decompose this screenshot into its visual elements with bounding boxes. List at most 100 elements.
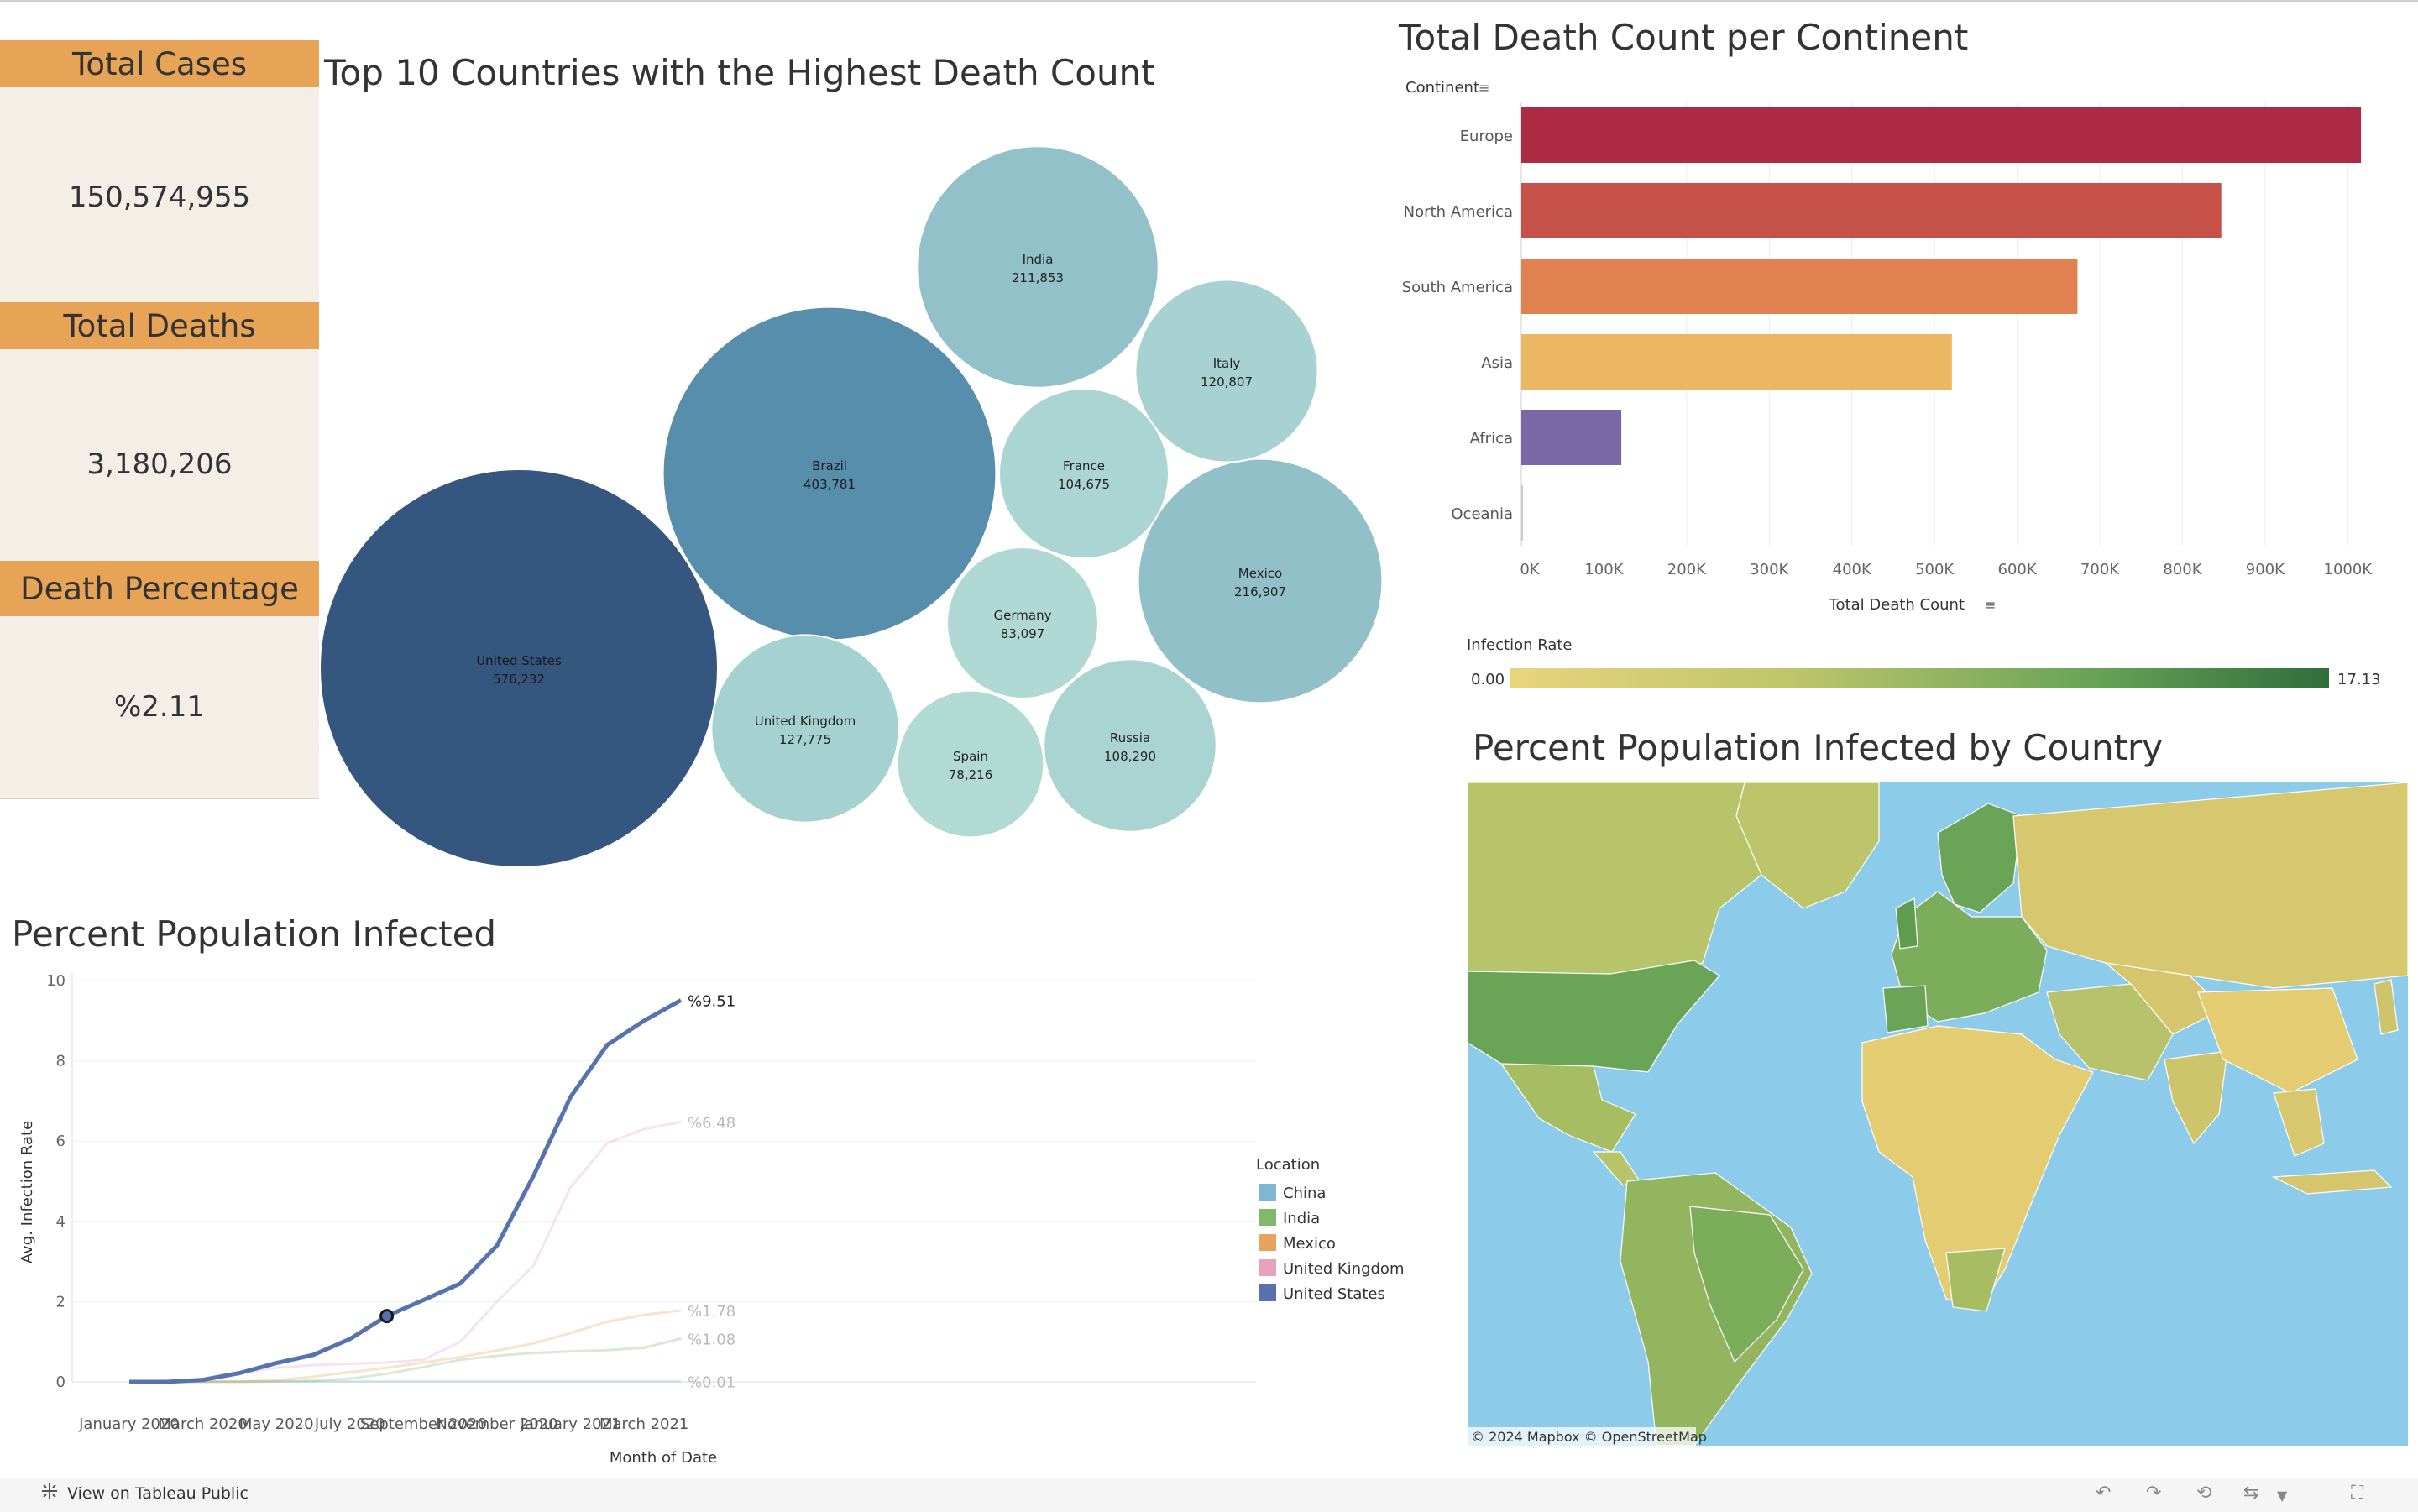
kpi-death-percentage: Death Percentage %2.11 — [0, 561, 319, 799]
x-axis-label: Month of Date — [610, 1449, 717, 1467]
x-axis-label: Total Death Count — [1829, 596, 1965, 614]
bubble-label: United States — [476, 653, 562, 668]
end-label-china: %0.01 — [688, 1374, 735, 1392]
x-tick-label: May 2020 — [239, 1415, 314, 1433]
fullscreen-icon[interactable]: ⛶ — [2351, 1483, 2363, 1504]
bubble-france[interactable]: France 104,675 — [999, 389, 1169, 558]
revert-icon[interactable]: ⟲ — [2196, 1483, 2211, 1504]
line-chart-title: Percent Population Infected — [12, 913, 496, 955]
x-tick-label: 400K — [1833, 561, 1872, 578]
refresh-icon[interactable]: ⇆ — [2243, 1483, 2258, 1504]
world-map[interactable]: © 2024 Mapbox © OpenStreetMap — [1468, 782, 2408, 1446]
kpi-total-cases-value: 150,574,955 — [0, 87, 319, 309]
bubble-united-states[interactable]: United States 576,232 — [320, 469, 718, 867]
redo-icon[interactable]: ↷ — [2146, 1483, 2161, 1504]
bar-asia[interactable] — [1521, 334, 1952, 390]
legend-title: Location — [1256, 1156, 1320, 1174]
x-tick-label: 600K — [1998, 561, 2038, 578]
end-label-india: %1.08 — [688, 1331, 735, 1348]
tableau-logo-icon — [40, 1482, 59, 1504]
bubble-value: 576,232 — [493, 672, 545, 687]
bar-south-america[interactable] — [1521, 259, 2077, 314]
bubble-label: Russia — [1110, 730, 1150, 746]
category-label: Europe — [1460, 128, 1513, 145]
bubble-label: India — [1023, 252, 1054, 267]
legend-swatch — [1259, 1184, 1276, 1201]
category-label: South America — [1402, 279, 1513, 296]
x-tick-label: 0K — [1520, 561, 1540, 578]
bar-africa[interactable] — [1521, 410, 1621, 465]
x-tick-label: 700K — [2080, 561, 2120, 578]
bubble-label: Germany — [994, 608, 1052, 623]
bubble-value: 104,675 — [1058, 477, 1110, 492]
legend-item-india[interactable]: India — [1259, 1209, 1320, 1227]
legend-item-united-kingdom[interactable]: United Kingdom — [1259, 1259, 1404, 1278]
legend-swatch — [1259, 1259, 1276, 1276]
bubble-label: Mexico — [1238, 566, 1282, 581]
bubble-circle — [947, 547, 1098, 698]
x-tick-label: 500K — [1915, 561, 1955, 578]
legend-label: United States — [1283, 1285, 1385, 1303]
legend-label: Mexico — [1283, 1235, 1336, 1253]
kpi-total-deaths: Total Deaths 3,180,206 — [0, 302, 319, 581]
tableau-footer — [0, 1478, 2418, 1512]
bubble-germany[interactable]: Germany 83,097 — [947, 547, 1098, 698]
y-tick-label: 10 — [46, 972, 65, 990]
legend-label: India — [1283, 1210, 1320, 1227]
map-attribution: © 2024 Mapbox © OpenStreetMap — [1471, 1429, 1707, 1445]
category-label: North America — [1404, 203, 1513, 221]
bubble-chart-title: Top 10 Countries with the Highest Death … — [324, 52, 1155, 93]
x-tick-label: 300K — [1750, 561, 1789, 578]
bubble-value: 120,807 — [1201, 374, 1253, 390]
bubble-label: France — [1063, 458, 1105, 473]
bubble-chart[interactable]: United States576,232Brazil403,781India21… — [319, 143, 1394, 882]
x-tick-label: 100K — [1584, 561, 1624, 578]
legend-item-mexico[interactable]: Mexico — [1259, 1234, 1336, 1253]
legend-max: 17.13 — [2337, 671, 2381, 688]
bubble-label: United Kingdom — [755, 714, 856, 729]
legend-swatch — [1259, 1284, 1276, 1301]
bubble-circle — [711, 635, 898, 822]
sort-icon: ≡ — [1985, 597, 1996, 613]
bar-europe[interactable] — [1521, 107, 2361, 163]
bubble-value: 83,097 — [1001, 626, 1045, 641]
bubble-label: Italy — [1213, 356, 1241, 371]
bubble-circle — [999, 389, 1169, 558]
x-tick-label: 900K — [2246, 561, 2285, 578]
undo-icon[interactable]: ↶ — [2096, 1483, 2111, 1504]
kpi-total-cases-label: Total Cases — [0, 40, 319, 87]
y-tick-label: 6 — [56, 1133, 65, 1150]
y-tick-label: 4 — [56, 1213, 65, 1231]
bubble-value: 403,781 — [803, 477, 856, 492]
bar-oceania[interactable] — [1521, 485, 1523, 541]
continent-axis-label: Continent — [1405, 79, 1479, 97]
legend-label: United Kingdom — [1283, 1260, 1404, 1278]
x-tick-label: 200K — [1667, 561, 1707, 578]
legend-item-united-states[interactable]: United States — [1259, 1284, 1385, 1303]
kpi-death-percentage-label: Death Percentage — [0, 561, 319, 616]
kpi-total-deaths-label: Total Deaths — [0, 302, 319, 349]
view-on-tableau-link[interactable]: View on Tableau Public — [40, 1482, 249, 1504]
sort-icon: ≡ — [1479, 80, 1489, 96]
bar-north-america[interactable] — [1521, 183, 2222, 238]
bubble-circle — [320, 469, 718, 867]
bar-chart-title: Total Death Count per Continent — [1399, 17, 1968, 58]
y-tick-label: 0 — [56, 1373, 65, 1391]
x-tick-label: 1000K — [2324, 561, 2374, 578]
legend-swatch — [1259, 1234, 1276, 1251]
highlight-point[interactable] — [381, 1311, 393, 1322]
chevron-down-icon[interactable]: ▼ — [2277, 1488, 2287, 1504]
bubble-mexico[interactable]: Mexico 216,907 — [1138, 459, 1383, 704]
bubble-value: 216,907 — [1234, 584, 1286, 599]
bubble-italy[interactable]: Italy 120,807 — [1135, 280, 1317, 462]
line-united-kingdom — [129, 1122, 681, 1382]
legend-item-china[interactable]: China — [1259, 1184, 1326, 1202]
end-label-united-kingdom: %6.48 — [688, 1114, 735, 1132]
